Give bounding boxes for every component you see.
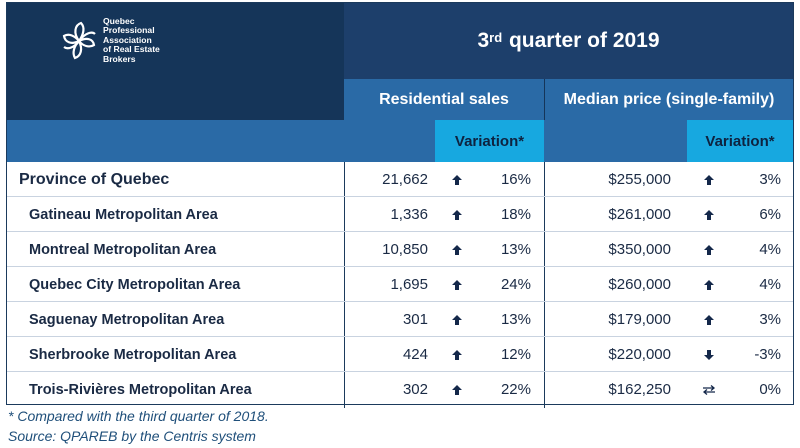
table-row: Province of Quebec 21,662 16% $255,000 3% <box>7 162 793 197</box>
flower-logo-icon <box>62 21 96 59</box>
sales-variation-header: Variation* <box>435 120 544 162</box>
table-row: Sherbrooke Metropolitan Area 424 12% $220,0… <box>7 337 793 372</box>
sales-trend-icon-up <box>447 232 467 267</box>
column-divider <box>544 162 545 408</box>
residential-sales-header: Residential sales <box>344 79 544 120</box>
region-name: Sherbrooke Metropolitan Area <box>29 346 237 363</box>
price-variation: -3% <box>754 346 781 363</box>
sales-value: 10,850 <box>382 241 428 258</box>
sales-value: 21,662 <box>382 171 428 188</box>
median-price-value: $260,000 <box>608 276 671 293</box>
sales-variation: 16% <box>500 171 531 188</box>
stats-table: Quebec Professional Association of Real … <box>6 2 794 408</box>
price-trend-icon-up <box>699 267 719 302</box>
region-name: Quebec City Metropolitan Area <box>29 276 241 293</box>
sales-trend-icon-up <box>447 162 467 197</box>
median-price-value: $220,000 <box>608 346 671 363</box>
sales-trend-icon-up <box>447 337 467 372</box>
table-row: Quebec City Metropolitan Area 1,695 24% $26… <box>7 267 793 302</box>
price-variation: 0% <box>759 381 781 398</box>
org-name: Quebec Professional Association of Real … <box>103 16 160 64</box>
price-trend-icon-up <box>699 162 719 197</box>
sales-variation: 24% <box>500 276 531 293</box>
sales-variation: 13% <box>500 241 531 258</box>
sales-value: 1,336 <box>390 206 428 223</box>
median-price-value: $350,000 <box>608 241 671 258</box>
sales-trend-icon-up <box>447 302 467 337</box>
column-divider <box>344 162 345 408</box>
price-variation: 6% <box>759 206 781 223</box>
sales-value: 302 <box>402 381 428 398</box>
sales-trend-icon-up <box>447 372 467 407</box>
sales-trend-icon-up <box>447 267 467 302</box>
qpareb-logo: Quebec Professional Association of Real … <box>59 16 160 64</box>
sales-variation: 12% <box>500 346 531 363</box>
region-name: Gatineau Metropolitan Area <box>29 206 218 223</box>
price-trend-icon-flat <box>699 372 719 407</box>
region-name: Saguenay Metropolitan Area <box>29 311 225 328</box>
median-price-value: $179,000 <box>608 311 671 328</box>
sales-variation: 18% <box>500 206 531 223</box>
price-trend-icon-down <box>699 337 719 372</box>
region-name: Montreal Metropolitan Area <box>29 241 217 258</box>
median-price-header: Median price (single-family) <box>545 79 793 120</box>
price-trend-icon-up <box>699 197 719 232</box>
region-name: Trois-Rivières Metropolitan Area <box>29 381 252 398</box>
median-price-value: $261,000 <box>608 206 671 223</box>
sales-value: 1,695 <box>390 276 428 293</box>
price-trend-icon-up <box>699 302 719 337</box>
price-variation: 3% <box>759 311 781 328</box>
footnote-source: Source: QPAREB by the Centris system <box>8 428 256 444</box>
sales-trend-icon-up <box>447 197 467 232</box>
sales-value: 301 <box>402 311 428 328</box>
price-variation: 3% <box>759 171 781 188</box>
sales-variation: 13% <box>500 311 531 328</box>
table-row: Montreal Metropolitan Area 10,850 13% $350,… <box>7 232 793 267</box>
price-variation: 4% <box>759 241 781 258</box>
region-name: Province of Quebec <box>19 170 170 188</box>
price-trend-icon-up <box>699 232 719 267</box>
footnote-comparison: * Compared with the third quarter of 201… <box>8 408 269 424</box>
price-variation-header: Variation* <box>687 120 793 162</box>
table-body: Province of Quebec 21,662 16% $255,000 3% Gat… <box>7 162 793 408</box>
median-price-value: $255,000 <box>608 171 671 188</box>
price-variation: 4% <box>759 276 781 293</box>
column-group-header: Residential sales Median price (single-f… <box>7 79 793 120</box>
table-row: Saguenay Metropolitan Area 301 13% $179,000… <box>7 302 793 337</box>
sales-value: 424 <box>402 346 428 363</box>
table-row: Gatineau Metropolitan Area 1,336 18% $261,0… <box>7 197 793 232</box>
median-price-value: $162,250 <box>608 381 671 398</box>
sales-variation: 22% <box>500 381 531 398</box>
table-row: Trois-Rivières Metropolitan Area 302 22% $1… <box>7 372 793 407</box>
table-header-band: Quebec Professional Association of Real … <box>7 3 793 79</box>
variation-header-row: Variation* Variation* <box>7 120 793 162</box>
